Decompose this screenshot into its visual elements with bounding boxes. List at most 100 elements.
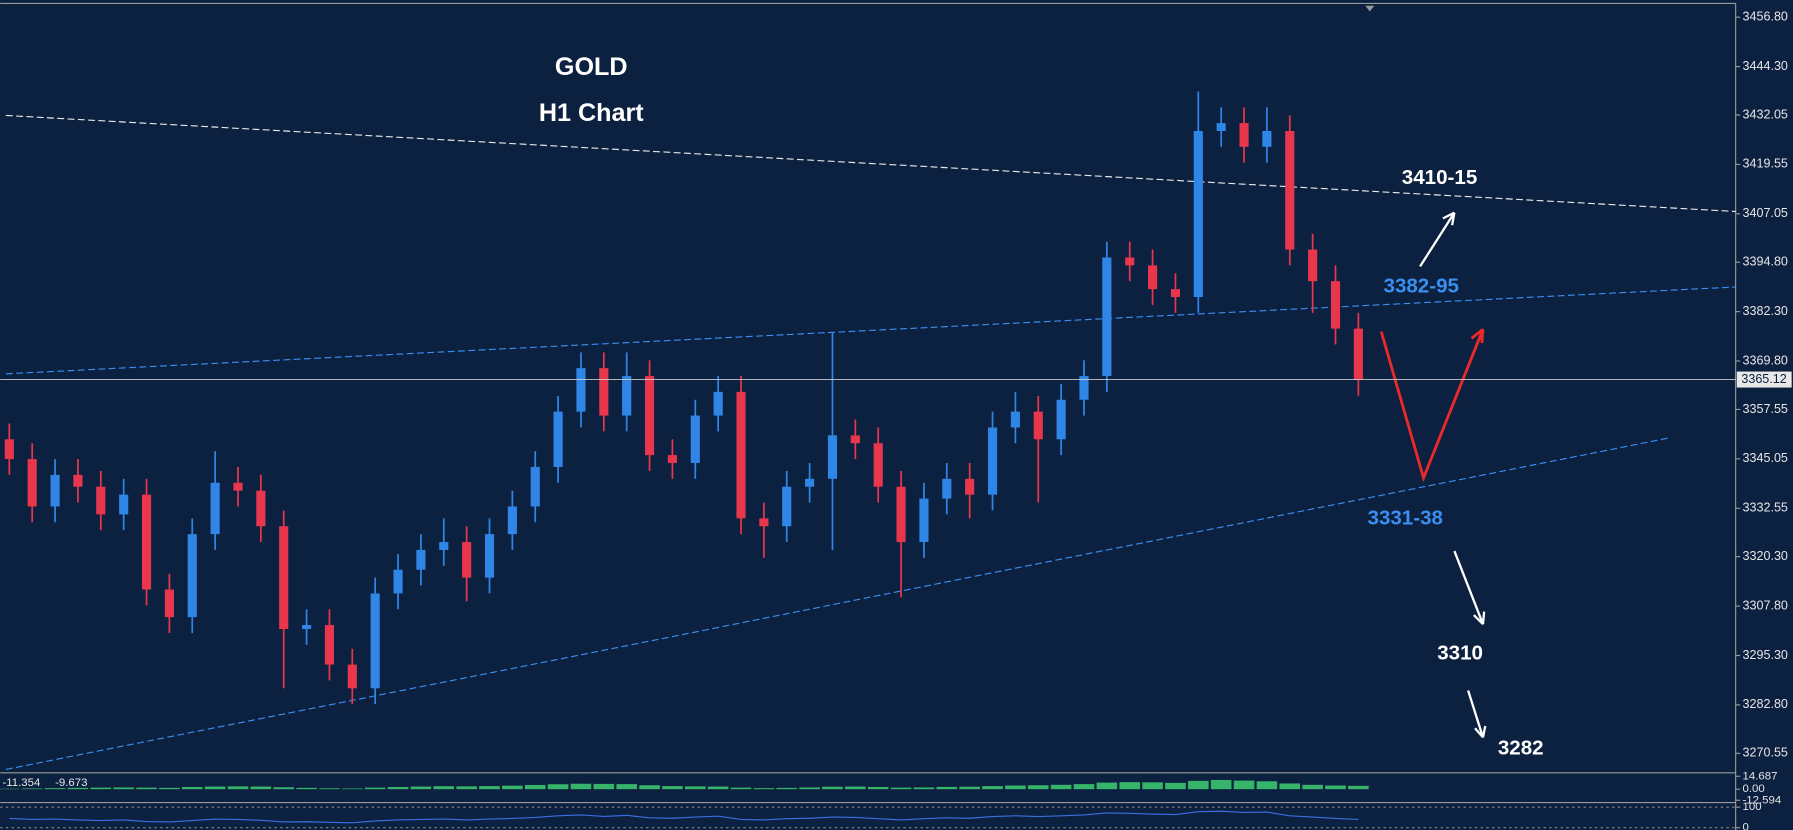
histogram-bar (799, 787, 820, 790)
y-tick-label: -12.594 (1743, 794, 1782, 806)
candle-body (393, 569, 403, 594)
candle-body (1308, 249, 1318, 282)
last-price-box (1736, 371, 1792, 388)
histogram-bar (684, 786, 706, 790)
candle-body (599, 368, 609, 416)
candle-body (850, 435, 860, 444)
histogram-bar (364, 787, 386, 790)
y-tick-label: 3369.80 (1743, 353, 1788, 367)
y-tick-label: 3444.30 (1743, 59, 1788, 73)
y-tick-label: 3270.55 (1743, 746, 1788, 760)
candle-body (439, 542, 449, 550)
candle-body (1170, 289, 1181, 298)
candle-body (119, 494, 129, 515)
histogram-bar (1325, 785, 1346, 790)
histogram-bar (753, 788, 775, 790)
histogram-bar (250, 786, 272, 790)
histogram-bar (1165, 782, 1186, 790)
histogram-bar (936, 786, 958, 790)
candle-body (942, 478, 952, 499)
histogram-bar (204, 786, 226, 790)
candle-body (553, 411, 563, 467)
histogram-bar (456, 786, 477, 790)
candle-body (965, 478, 975, 495)
candle-body (622, 376, 632, 416)
indicator-line (9, 810, 1359, 824)
histogram-bar (547, 784, 569, 790)
annotation: 3382-95 (1384, 274, 1459, 297)
candle-body (987, 427, 998, 495)
candle-body (416, 549, 426, 570)
histogram-bar (21, 788, 43, 790)
candle-body (507, 506, 517, 535)
histogram-bar (1210, 779, 1232, 790)
histogram-bar (1096, 782, 1118, 790)
annotation: 3282 (1498, 736, 1544, 759)
y-tick-label: 3419.55 (1743, 157, 1788, 171)
histogram-bar (913, 787, 935, 790)
candle-body (141, 494, 152, 590)
chart-subtitle: H1 Chart (539, 99, 644, 127)
histogram-bar (342, 788, 363, 790)
histogram-bar (1119, 782, 1141, 790)
y-tick-label: 3295.30 (1743, 648, 1788, 662)
candle-body (233, 482, 243, 491)
histogram-bar (1142, 782, 1163, 790)
y-tick-label: 0 (1743, 822, 1749, 830)
y-tick-label: 3282.80 (1743, 697, 1788, 711)
candle-body (187, 534, 197, 618)
histogram-bar (44, 788, 66, 790)
candle-body (896, 486, 906, 543)
candle-body (347, 664, 357, 689)
histogram-bar (1027, 785, 1049, 790)
candle-body (96, 486, 106, 515)
candle-body (279, 526, 289, 630)
candle-body (1125, 257, 1135, 266)
scenario-arrow (1379, 328, 1485, 483)
arrows (1419, 211, 1487, 739)
histogram-bar (181, 786, 203, 790)
histogram-bar (90, 787, 112, 790)
candle-body (302, 625, 312, 630)
candle-body (919, 498, 929, 543)
histogram-bar (616, 784, 637, 790)
histogram-bar (593, 783, 615, 790)
candle-body (210, 482, 220, 535)
histogram-bar (1256, 781, 1278, 790)
candle-body (256, 490, 266, 527)
candle-body (759, 518, 769, 527)
histogram-bar (845, 786, 866, 790)
y-tick-label: 3394.80 (1743, 255, 1788, 269)
histogram-bar (273, 787, 295, 790)
y-tick-label: 3382.30 (1743, 304, 1788, 318)
histogram-bar (959, 786, 980, 790)
y-tick-label: 3432.05 (1743, 107, 1788, 121)
candle-body (736, 391, 746, 519)
last-price-label: 3365.12 (1741, 372, 1786, 386)
annotation: 3310 (1437, 641, 1483, 664)
candle-body (1216, 123, 1226, 132)
y-tick-label: 3307.80 (1743, 598, 1788, 612)
candle-body (644, 376, 655, 456)
candle-body (324, 625, 335, 665)
annotation: 3410-15 (1402, 166, 1477, 189)
histogram-bar (1188, 780, 1209, 790)
histogram-bar (1279, 783, 1301, 790)
y-tick-label: 14.687 (1743, 770, 1778, 782)
shift-marker (1365, 5, 1375, 12)
candle-body (530, 466, 540, 507)
candle-body (1148, 265, 1158, 290)
candle-body (1033, 411, 1043, 440)
histogram-bar (1005, 785, 1026, 790)
candle-body (164, 589, 174, 618)
trend-line (5, 114, 1736, 213)
histogram-bar (227, 786, 249, 790)
candle-body (484, 534, 495, 578)
candle-body (1262, 131, 1272, 147)
candle-body (462, 542, 472, 578)
indicator-value: -9.673 (55, 777, 87, 789)
histogram-bar (1233, 780, 1255, 790)
histogram-bar (982, 786, 1003, 790)
candle-body (1010, 411, 1020, 428)
